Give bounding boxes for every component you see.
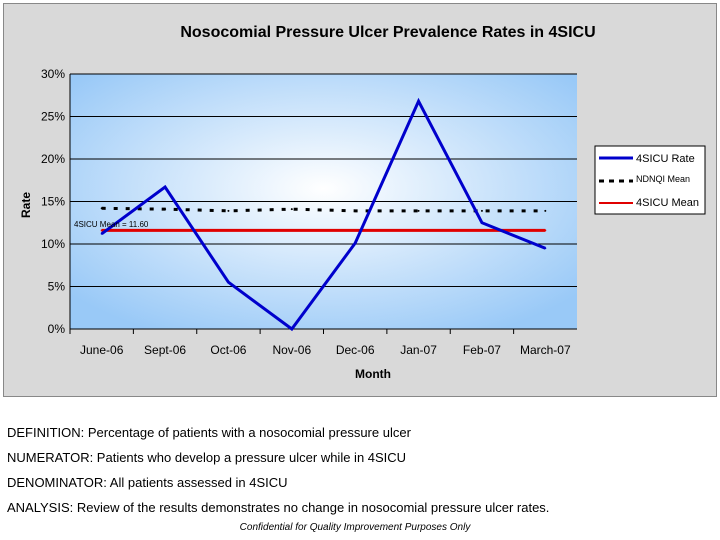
data-point xyxy=(227,209,230,212)
y-axis-label: Rate xyxy=(19,192,33,218)
data-point xyxy=(354,209,357,212)
x-tick-label: Oct-06 xyxy=(210,343,246,357)
x-axis-label: Month xyxy=(355,367,391,381)
y-tick-label: 25% xyxy=(41,110,65,124)
data-point xyxy=(354,229,357,232)
y-tick-label: 5% xyxy=(48,280,66,294)
data-point xyxy=(164,229,167,232)
analysis-text: ANALYSIS: Review of the results demonstr… xyxy=(7,500,550,515)
data-point xyxy=(100,232,103,235)
denominator-text: DENOMINATOR: All patients assessed in 4S… xyxy=(7,475,288,490)
line-chart: Nosocomial Pressure Ulcer Prevalence Rat… xyxy=(19,24,706,381)
legend-mean: 4SICU Mean xyxy=(636,197,699,209)
series-line-0 xyxy=(100,97,546,332)
x-tick-label: March-07 xyxy=(520,343,571,357)
x-tick-label: Nov-06 xyxy=(272,343,311,357)
series-line-1 xyxy=(101,206,546,213)
legend-ndnqi: NDNQI Mean xyxy=(636,174,690,184)
data-point xyxy=(544,209,547,212)
data-point xyxy=(100,207,103,210)
data-point xyxy=(290,208,293,211)
y-tick-label: 0% xyxy=(48,322,66,336)
legend-rate: 4SICU Rate xyxy=(636,153,695,165)
confidential-footer: Confidential for Quality Improvement Pur… xyxy=(239,522,471,533)
y-tick-label: 10% xyxy=(41,237,65,251)
data-point xyxy=(417,100,420,103)
numerator-text: NUMERATOR: Patients who develop a pressu… xyxy=(7,450,407,465)
chart-title: Nosocomial Pressure Ulcer Prevalence Rat… xyxy=(180,24,595,41)
definition-text: DEFINITION: Percentage of patients with … xyxy=(7,425,411,440)
data-point xyxy=(480,209,483,212)
data-point xyxy=(354,242,357,245)
data-point xyxy=(544,247,547,250)
x-tick-label: Jan-07 xyxy=(400,343,437,357)
data-point xyxy=(417,229,420,232)
data-point xyxy=(417,209,420,212)
data-point xyxy=(227,229,230,232)
data-point xyxy=(544,229,547,232)
x-tick-label: June-06 xyxy=(80,343,124,357)
data-point xyxy=(227,281,230,284)
data-point xyxy=(480,229,483,232)
x-tick-label: Dec-06 xyxy=(336,343,375,357)
data-point xyxy=(100,229,103,232)
y-tick-label: 15% xyxy=(41,195,65,209)
y-tick-label: 30% xyxy=(41,67,65,81)
x-tick-label: Feb-07 xyxy=(463,343,501,357)
data-point xyxy=(164,186,167,189)
data-point xyxy=(290,229,293,232)
mean-annotation: 4SICU Mean = 11.60 xyxy=(74,220,149,229)
data-point xyxy=(164,208,167,211)
x-tick-label: Sept-06 xyxy=(144,343,186,357)
data-point xyxy=(480,221,483,224)
data-point xyxy=(290,328,293,330)
legend: 4SICU Rate NDNQI Mean 4SICU Mean xyxy=(594,145,706,215)
y-tick-label: 20% xyxy=(41,152,65,166)
